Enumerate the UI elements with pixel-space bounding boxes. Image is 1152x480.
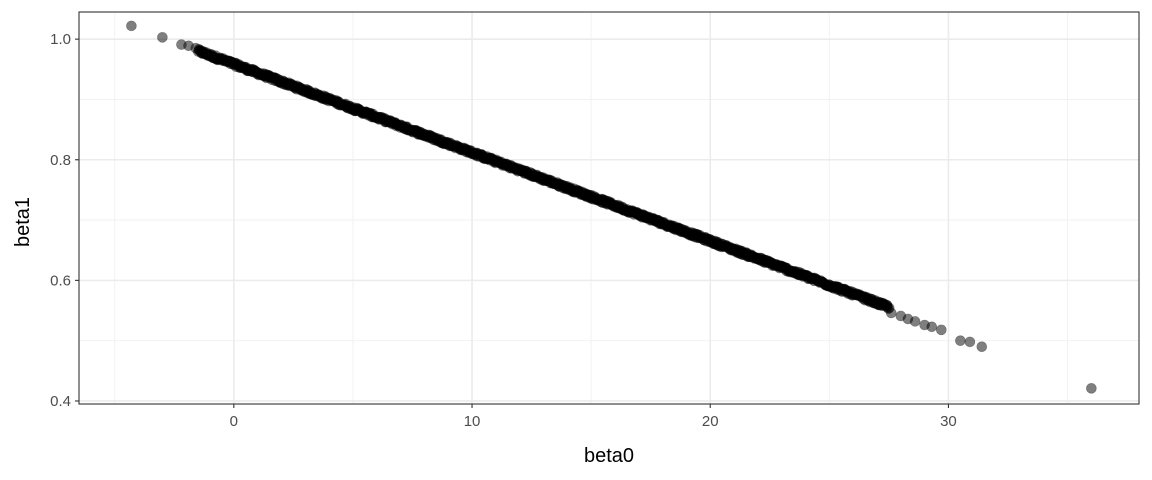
- scatter-point: [157, 32, 168, 43]
- scatter-point: [909, 316, 921, 327]
- scatter-point: [1086, 383, 1097, 394]
- x-tick-label: 0: [230, 413, 238, 430]
- data-points: [126, 20, 1097, 394]
- x-axis-title: beta0: [584, 445, 634, 467]
- y-axis: 0.4 0.6 0.8 1.0: [50, 31, 79, 410]
- scatter-point: [976, 341, 988, 353]
- x-tick-label: 10: [464, 413, 481, 430]
- y-tick-label: 1.0: [50, 31, 71, 48]
- scatter-point: [885, 307, 897, 319]
- y-axis-title: beta1: [12, 197, 34, 247]
- scatter-point: [926, 321, 938, 333]
- y-tick-label: 0.4: [50, 393, 71, 410]
- x-tick-label: 30: [940, 413, 957, 430]
- y-tick-label: 0.6: [50, 272, 71, 289]
- x-axis: 0 10 20 30: [230, 404, 957, 430]
- scatter-point: [935, 324, 947, 336]
- y-tick-label: 0.8: [50, 152, 71, 169]
- major-gridlines: [79, 12, 1139, 404]
- x-tick-label: 20: [702, 413, 719, 430]
- panel-border: [78, 11, 1140, 405]
- scatter-point: [955, 335, 966, 346]
- scatter-point: [190, 42, 202, 54]
- scatter-point: [126, 20, 137, 32]
- scatter-point: [964, 336, 976, 348]
